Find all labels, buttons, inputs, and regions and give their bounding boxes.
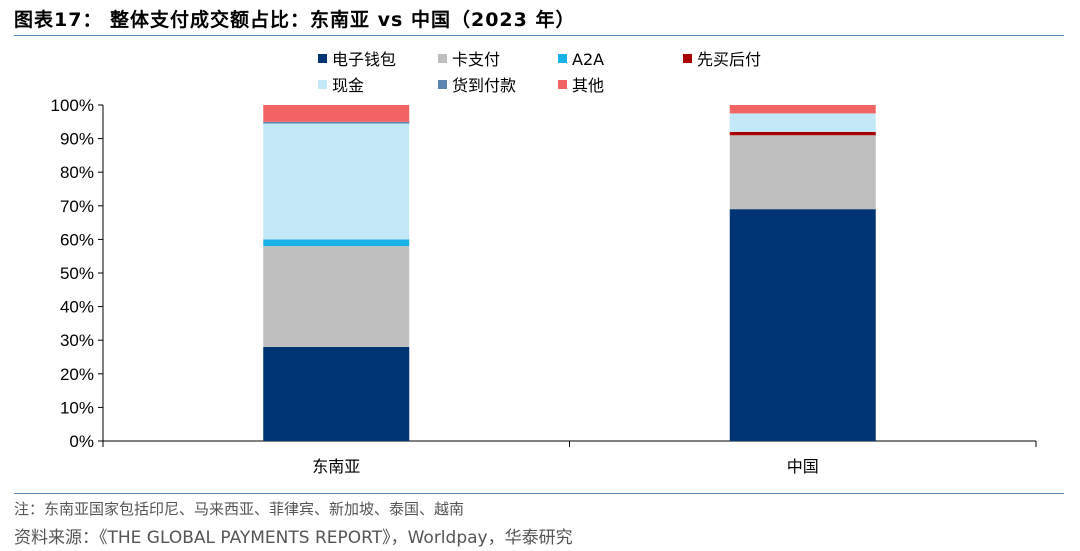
y-tick-label: 70% [60, 197, 94, 216]
legend-label: 其他 [572, 76, 604, 95]
source-line: 资料来源：《THE GLOBAL PAYMENTS REPORT》，Worldp… [14, 528, 573, 548]
stacked-bar-chart: 0% 10% 20% 30% 40% 50% 60% 70% 80% 90% 100% 东南亚 中国 电子… [51, 50, 1037, 476]
y-tick-label: 10% [60, 398, 94, 417]
footer-divider [14, 493, 1064, 494]
title-divider [14, 35, 1064, 36]
bar-segment [729, 113, 876, 132]
legend-label: 先买后付 [697, 50, 761, 69]
footnote: 注：东南亚国家包括印尼、马来西亚、菲律宾、新加坡、泰国、越南 [14, 500, 465, 518]
bar-segment [263, 239, 410, 247]
y-tick-label: 20% [60, 365, 94, 384]
y-tick-label: 60% [60, 230, 94, 249]
y-tick-label: 0% [69, 432, 94, 451]
x-category-label: 中国 [787, 457, 819, 476]
legend-swatch [438, 80, 447, 89]
legend-swatch [438, 54, 447, 63]
y-tick-label: 50% [60, 264, 94, 283]
bar-segment [729, 135, 876, 210]
legend-label: 卡支付 [452, 50, 500, 69]
legend-swatch [683, 54, 692, 63]
bar-segment [263, 105, 410, 122]
bar-segment [263, 121, 410, 124]
bar-segment [263, 346, 410, 441]
y-tick-label: 30% [60, 331, 94, 350]
legend-swatch [318, 54, 327, 63]
legend-label: A2A [572, 50, 604, 69]
bar-segment [729, 105, 876, 114]
y-tick-label: 80% [60, 163, 94, 182]
x-category-label: 东南亚 [312, 457, 360, 476]
legend-label: 现金 [332, 76, 364, 95]
bar-segment [729, 131, 876, 136]
y-tick-label: 40% [60, 298, 94, 317]
y-tick-label: 100% [51, 96, 94, 115]
bar-segment [263, 246, 410, 347]
bar-segment [263, 123, 410, 240]
bar-segment [729, 209, 876, 441]
y-tick-label: 90% [60, 130, 94, 149]
legend-swatch [318, 80, 327, 89]
chart-title: 图表17： 整体支付成交额占比：东南亚 vs 中国（2023 年） [14, 9, 576, 31]
legend-swatch [558, 80, 567, 89]
legend-label: 货到付款 [452, 76, 516, 95]
legend-label: 电子钱包 [332, 50, 396, 69]
legend-swatch [558, 54, 567, 63]
